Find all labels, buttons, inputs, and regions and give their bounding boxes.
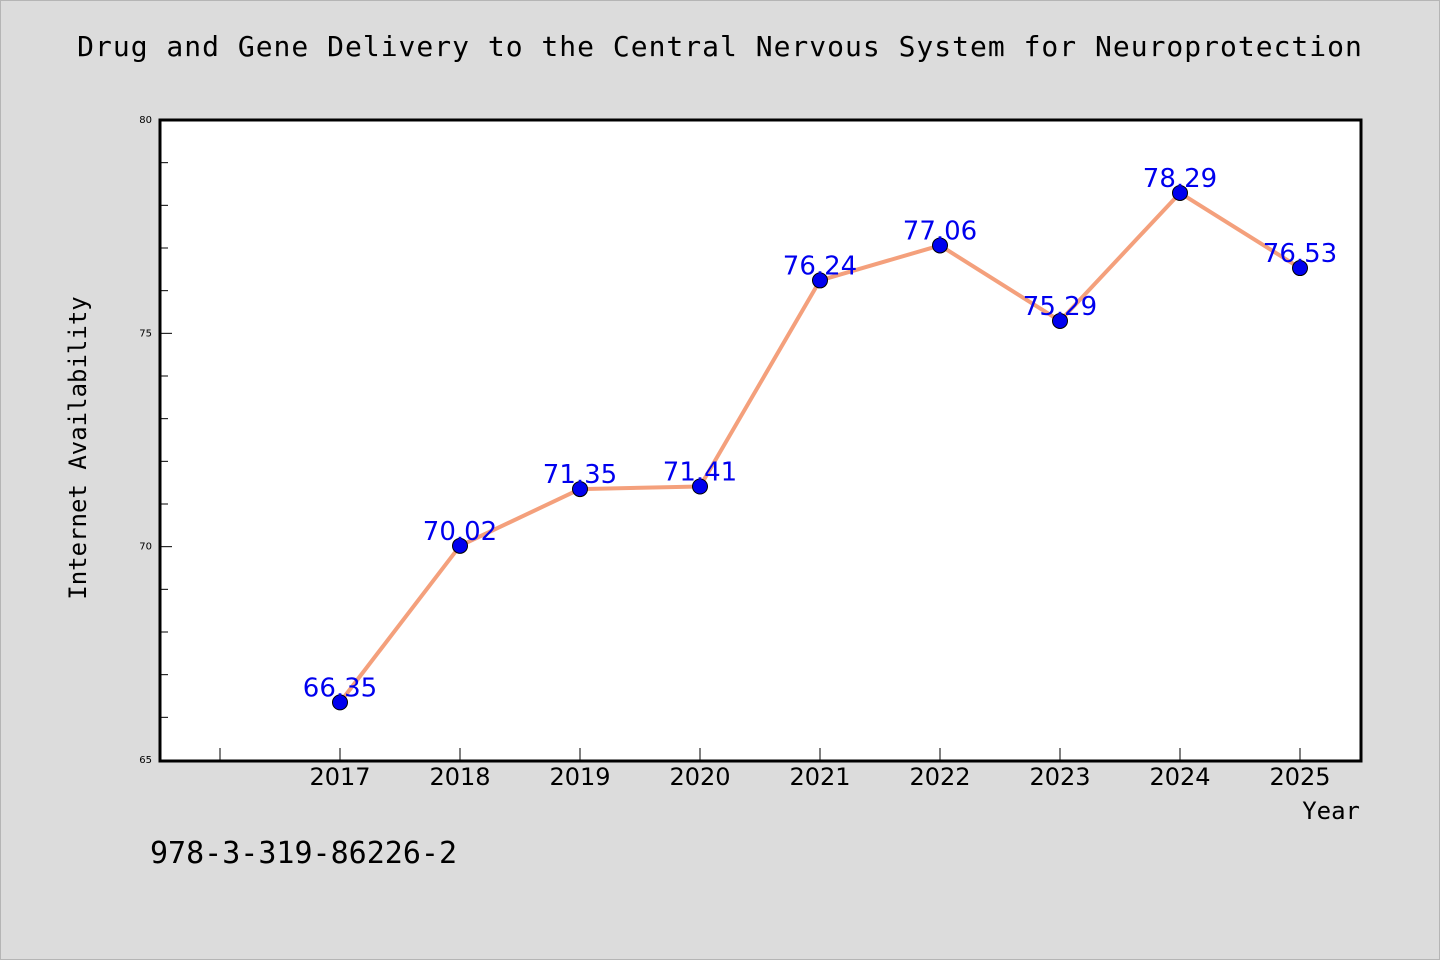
- x-tick-label: 2019: [549, 763, 610, 791]
- data-label: 71.35: [543, 460, 617, 490]
- x-tick-label: 2018: [429, 763, 490, 791]
- x-tick-label: 2021: [789, 763, 850, 791]
- data-label: 76.24: [783, 251, 857, 281]
- y-axis-label: Internet Availability: [64, 296, 92, 599]
- data-label: 77.06: [903, 216, 977, 246]
- data-label: 70.02: [423, 517, 497, 547]
- data-point: [812, 272, 828, 289]
- x-tick-label: 2020: [669, 763, 730, 791]
- chart-title: Drug and Gene Delivery to the Central Ne…: [77, 30, 1363, 63]
- x-tick-label: 2017: [309, 763, 370, 791]
- y-axis: 65 70 75 80: [139, 115, 172, 766]
- data-labels: 66.35 70.02 71.35 71.41 76.24 77.06 75.29 78.29…: [303, 164, 1337, 703]
- x-axis-label: Year: [1302, 797, 1360, 825]
- x-tick-label: 2023: [1029, 763, 1090, 791]
- data-label: 76.53: [1263, 239, 1337, 269]
- y-tick-label: 80: [139, 115, 152, 126]
- x-tick-label: 2025: [1269, 763, 1330, 791]
- data-point: [1172, 184, 1188, 201]
- data-label: 71.41: [663, 458, 737, 488]
- data-label: 75.29: [1023, 292, 1097, 322]
- x-tick-label: 2024: [1149, 763, 1210, 791]
- x-axis: 2017 2018 2019 2020 2021 2022 2023 2024 2025: [219, 748, 1331, 791]
- data-point: [692, 478, 708, 495]
- y-tick-label: 75: [139, 328, 152, 339]
- data-point: [1052, 312, 1068, 329]
- data-point: [332, 694, 348, 711]
- y-tick-label: 65: [139, 755, 152, 766]
- data-label: 66.35: [303, 673, 377, 703]
- markers: [332, 184, 1308, 711]
- data-point: [452, 537, 468, 554]
- plot-area: [158, 118, 1363, 763]
- data-point: [932, 237, 948, 254]
- isbn-text: 978-3-319-86226-2: [150, 836, 458, 871]
- data-point: [1292, 260, 1308, 277]
- y-tick-label: 70: [139, 542, 152, 553]
- data-point: [572, 481, 588, 498]
- data-label: 78.29: [1143, 164, 1217, 194]
- x-tick-label: 2022: [909, 763, 970, 791]
